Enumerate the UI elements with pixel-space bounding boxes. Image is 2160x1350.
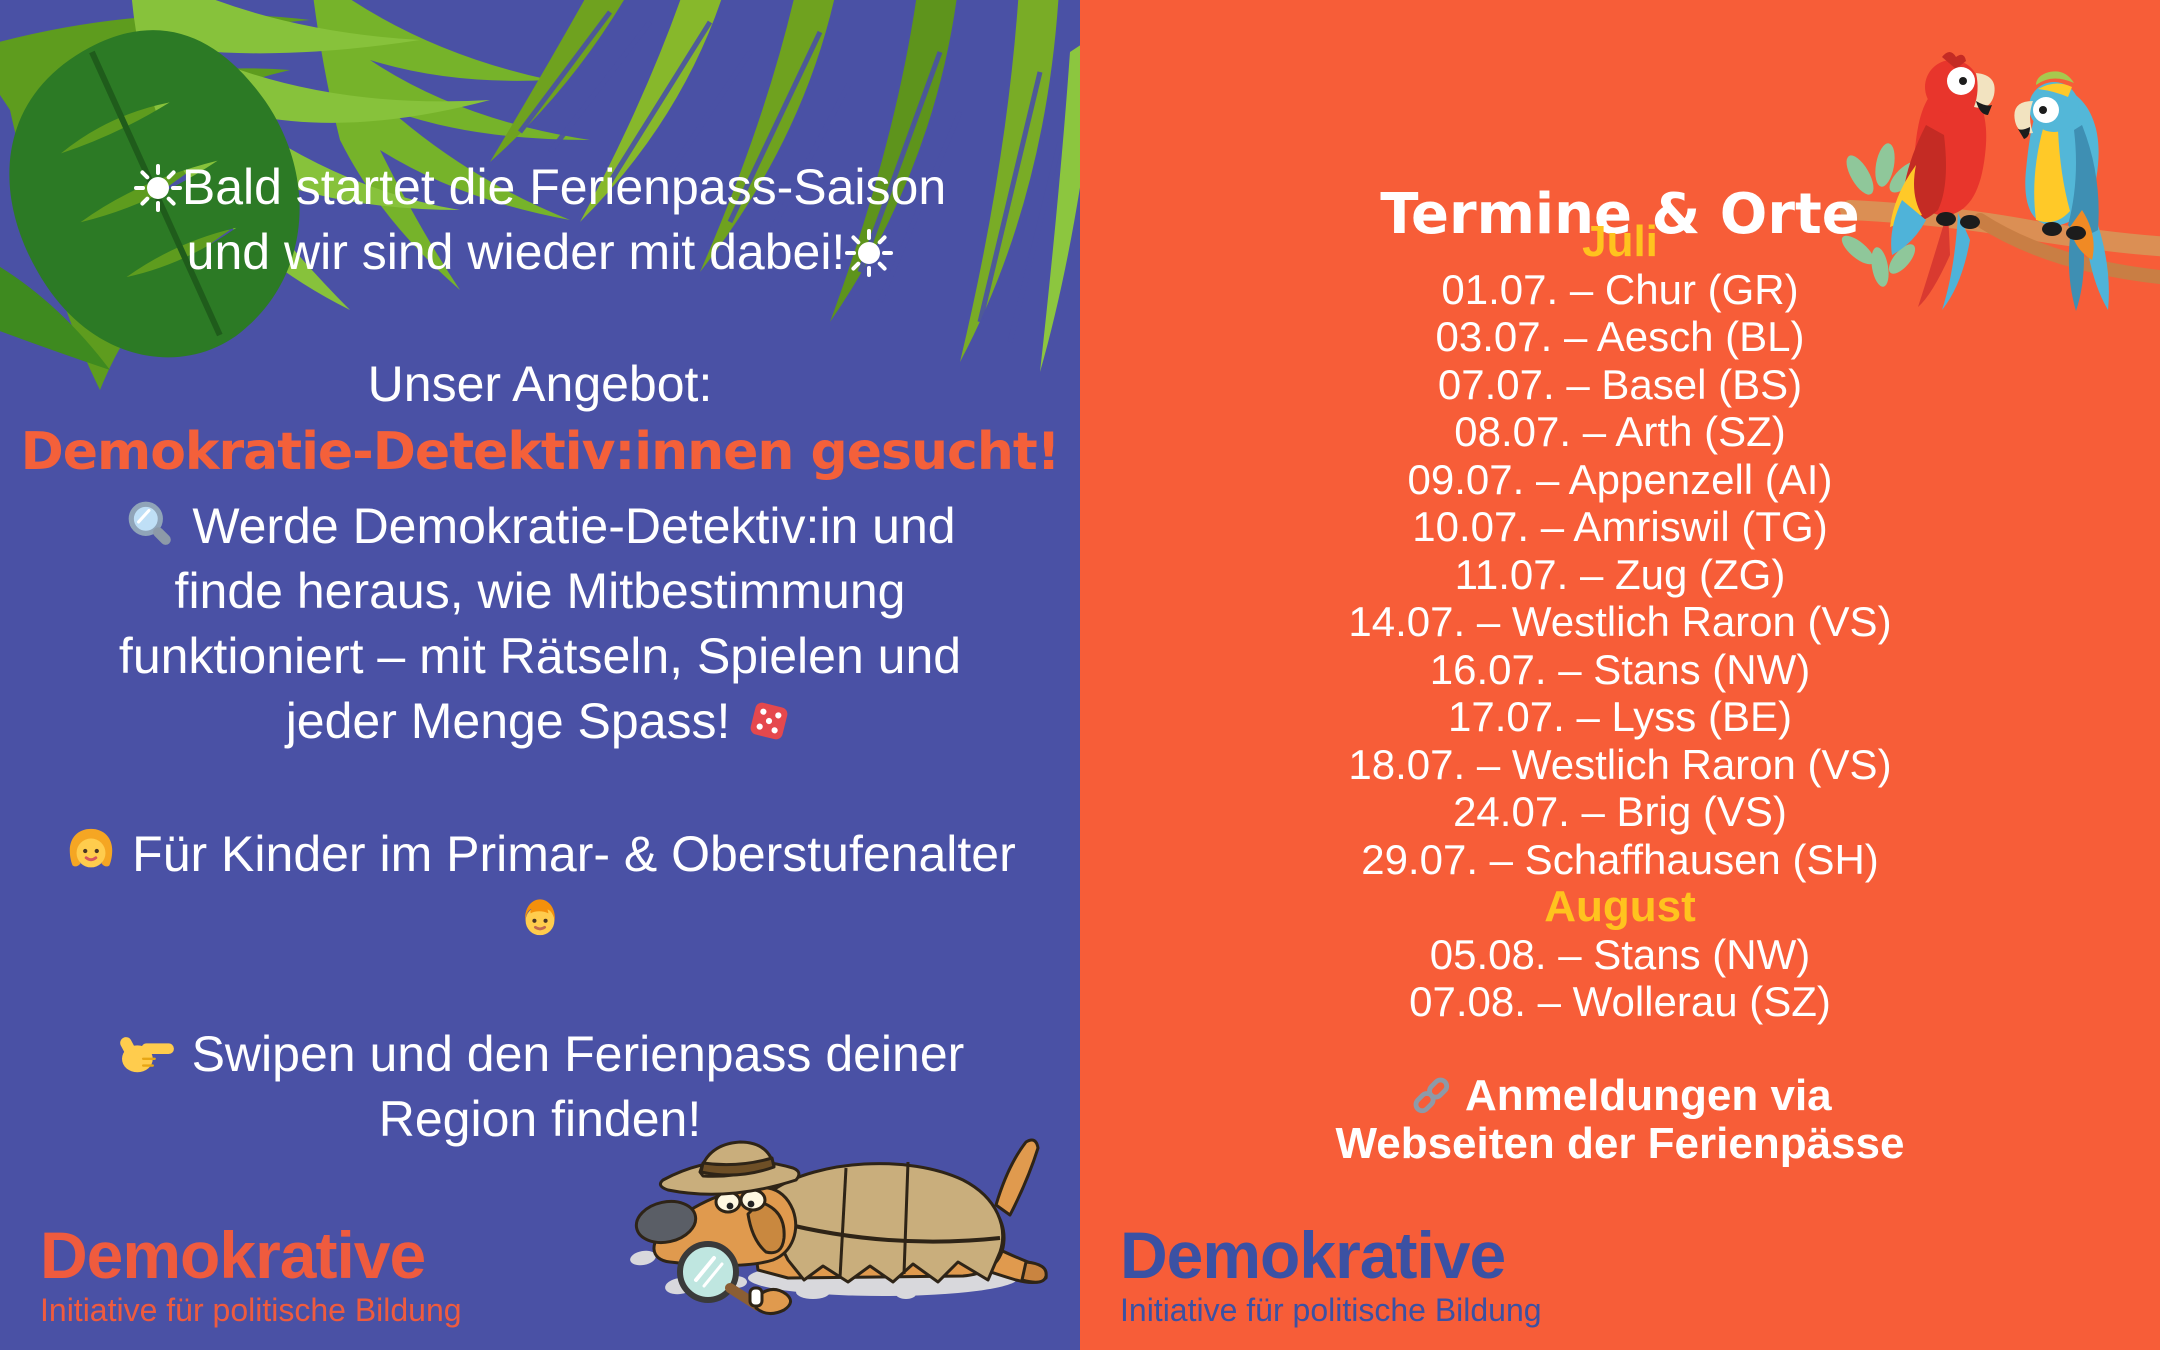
schedule-list: Juli 01.07. – Chur (GR) 03.07. – Aesch (BL… <box>1080 218 2160 1026</box>
intro-text-1: Bald startet die Ferienpass-Saison <box>181 159 947 215</box>
event-item: 14.07. – Westlich Raron (VS) <box>1348 598 1892 645</box>
event-item: 24.07. – Brig (VS) <box>1453 788 1787 835</box>
description-line-4: jeder Menge Spass! <box>0 689 1080 754</box>
intro-line-1: Bald startet die Ferienpass-Saison <box>0 155 1080 220</box>
intro-text-2: und wir sind wieder mit dabei! <box>186 224 846 280</box>
event-item: 03.07. – Aesch (BL) <box>1435 313 1805 360</box>
intro-block: Bald startet die Ferienpass-Saison und w… <box>0 155 1080 285</box>
event-item: 29.07. – Schaffhausen (SH) <box>1361 835 1879 883</box>
magnifier-icon <box>124 497 178 551</box>
cta-line-2: Region finden! <box>378 1091 702 1147</box>
cta-block: Swipen und den Ferienpass deiner Region … <box>0 1022 1080 1152</box>
cta-line-1: Swipen und den Ferienpass deiner <box>0 1022 1080 1087</box>
offer-label: Unser Angebot: <box>367 356 713 412</box>
schedule-title: Termine & Orte <box>1380 182 1860 248</box>
girl-icon <box>64 825 118 879</box>
audience-line: Für Kinder im Primar- & Oberstufenalter <box>0 822 1080 887</box>
month-heading: August <box>1544 882 1696 931</box>
event-item: 17.07. – Lyss (BE) <box>1448 693 1792 740</box>
audience-block: Für Kinder im Primar- & Oberstufenalter <box>0 822 1080 952</box>
event-item: 07.07. – Basel (BS) <box>1437 360 1803 408</box>
description-block: Werde Demokratie-Detektiv:in und finde h… <box>0 494 1080 754</box>
logo-tagline: Initiative für politische Bildung <box>1120 1292 1542 1328</box>
left-panel: Bald startet die Ferienpass-Saison und w… <box>0 0 1080 1350</box>
logo-brand: Demokrative <box>1120 1218 1506 1292</box>
link-icon <box>1408 1072 1454 1118</box>
right-panel: Termine & Orte Juli 01.07. – Chur (GR) 03.… <box>1080 0 2160 1350</box>
event-item: 08.07. – Arth (SZ) <box>1454 408 1786 455</box>
logo-brand: Demokrative <box>40 1218 426 1292</box>
event-item: 07.08. – Wollerau (SZ) <box>1409 978 1831 1025</box>
event-item: 01.07. – Chur (GR) <box>1441 265 1799 313</box>
description-line-3: funktioniert – mit Rätseln, Spielen und <box>118 628 962 684</box>
event-item: 16.07. – Stans (NW) <box>1429 645 1811 693</box>
offer-headline: Demokratie-Detektiv:innen gesucht! <box>20 422 1061 482</box>
audience-emoji-line <box>0 887 1080 952</box>
cta-text-1: Swipen und den Ferienpass deiner <box>191 1026 965 1082</box>
pointing-right-icon <box>116 1029 178 1079</box>
demokrative-logo-right: Demokrative Initiative für politische Bi… <box>1120 1222 1542 1330</box>
description-line-2: finde heraus, wie Mitbestimmung <box>174 563 906 619</box>
audience-text: Für Kinder im Primar- & Oberstufenalter <box>132 826 1016 882</box>
month-heading: Juli <box>1582 217 1658 266</box>
logo-tagline: Initiative für politische Bildung <box>40 1292 462 1328</box>
event-item: 10.07. – Amriswil (TG) <box>1412 503 1828 550</box>
intro-line-2: und wir sind wieder mit dabei! <box>0 220 1080 285</box>
demokrative-logo-left: Demokrative Initiative für politische Bi… <box>40 1222 462 1330</box>
note-line-2: Webseiten der Ferienpässe <box>1335 1119 1905 1168</box>
sun-icon <box>845 229 894 277</box>
dice-icon <box>744 696 794 746</box>
event-item: 05.08. – Stans (NW) <box>1429 930 1811 978</box>
description-text-1: Werde Demokratie-Detektiv:in und <box>192 498 956 554</box>
sun-icon <box>133 164 182 212</box>
note-text-1: Anmeldungen via <box>1464 1071 1832 1120</box>
boy-icon <box>514 892 566 944</box>
note-line-1: Anmeldungen via <box>1080 1072 2160 1120</box>
event-item: 11.07. – Zug (ZG) <box>1454 550 1786 598</box>
description-text-4: jeder Menge Spass! <box>285 693 731 749</box>
registration-note: Anmeldungen via Webseiten der Ferienpäss… <box>1080 1072 2160 1168</box>
event-item: 09.07. – Appenzell (AI) <box>1407 455 1833 503</box>
event-item: 18.07. – Westlich Raron (VS) <box>1348 740 1892 788</box>
description-line-1: Werde Demokratie-Detektiv:in und <box>0 494 1080 559</box>
